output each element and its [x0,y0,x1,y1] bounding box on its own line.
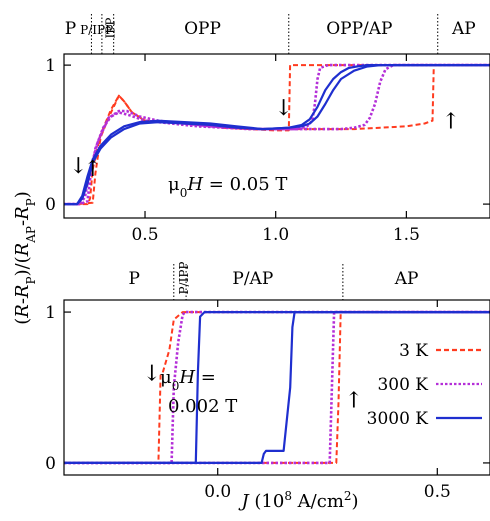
region-label-5: OPP/AP [326,19,392,39]
legend-label-3: 3000 K [367,409,429,429]
bottom-plot-frame [63,299,490,476]
region-label-3: P/AP [232,269,273,289]
sweep-down-arrow-1: ↓ [143,361,161,386]
region-label-3: IPP [104,18,118,39]
y-tick-label-1: 0 [45,454,56,474]
bottom-plot-area: P P/IPP P/AP AP 0.0 0.5 0 1 ↓ ↑ 3 K 300 K 3000 K [45,261,490,502]
x-tick-label-2: 0.5 [424,482,451,502]
series-300-k-line-4 [64,63,490,206]
x-tick-label-1: 0.5 [131,225,158,245]
bottom-annotation-line2: 0.002 T [168,396,237,417]
region-label-6: AP [451,19,476,39]
bottom-annotation-line1: μ0H = [160,367,216,393]
sweep-up-arrow-2: ↑ [345,389,363,414]
y-tick-label-2: 1 [45,56,56,76]
x-tick-label-2: 1.0 [262,225,289,245]
region-label-2: P/IPP [80,23,113,37]
y-tick-label-1: 0 [45,195,56,215]
series-300-k-line-3 [64,63,490,206]
series-3000-k-line-6 [64,311,490,464]
sweep-up-arrow-2: ↑ [84,157,102,182]
series-3000-k-line-5 [64,311,490,464]
y-tick-label-2: 1 [45,303,56,323]
x-tick-label-3: 1.5 [393,225,420,245]
top-annotation: μ0H = 0.05 T [168,174,287,200]
sweep-up-arrow-4: ↑ [442,110,460,135]
x-tick-label-1: 0.0 [204,482,231,502]
series-3-k-line-2 [64,311,490,464]
legend-label-1: 3 K [399,341,428,361]
region-label-4: AP [394,269,419,289]
series-3-k-line-1 [64,64,490,206]
x-axis-label: J (108 A/cm2) [237,489,358,512]
top-plot-frame [63,53,490,219]
region-label-2: P/IPP [177,261,191,294]
region-label-1: P [65,19,76,39]
y-axis-label: (R-RP)/(RAP-RP) [12,191,38,325]
region-label-1: P [129,269,140,289]
sweep-down-arrow-1: ↓ [69,154,87,179]
bottom-panel: P P/IPP P/AP AP 0.0 0.5 0 1 ↓ ↑ 3 K 300 K 3000 K μ0H… [45,261,490,512]
series-3000-k-line-6 [64,63,490,206]
legend-label-2: 300 K [377,375,428,395]
sweep-down-arrow-3: ↓ [274,96,292,121]
region-label-4: OPP [184,19,221,39]
